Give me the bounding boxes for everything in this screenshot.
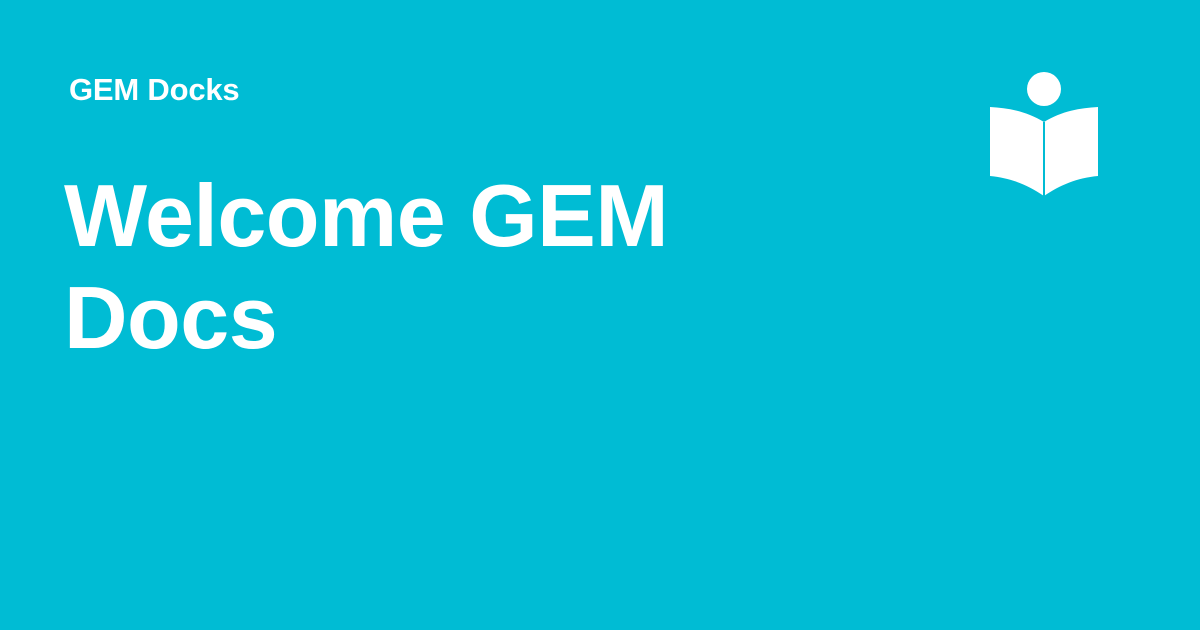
- page-title: Welcome GEM Docs: [64, 166, 669, 367]
- site-name: GEM Docks: [69, 72, 240, 107]
- reader-book-icon: [988, 70, 1100, 196]
